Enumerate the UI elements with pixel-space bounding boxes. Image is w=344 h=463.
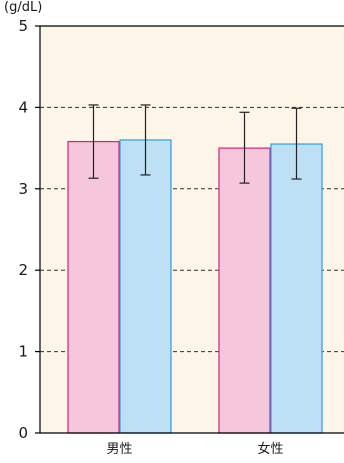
y-tick-label: 3 (18, 180, 28, 198)
bar (119, 139, 172, 434)
bar (270, 143, 323, 434)
y-tick-labels: 0 1 2 3 4 5 (18, 17, 28, 442)
y-tick-label: 0 (18, 424, 28, 442)
axes (35, 25, 344, 434)
y-unit-label: (g/dL) (4, 0, 42, 15)
x-category-label: 女性 (257, 441, 283, 457)
bar (67, 140, 120, 434)
bar (218, 147, 271, 434)
y-tick-label: 4 (18, 98, 28, 116)
error-bars (88, 104, 302, 184)
y-tick-label: 1 (18, 343, 28, 361)
y-tick-label: 2 (18, 261, 28, 279)
x-category-label: 男性 (106, 442, 132, 457)
x-category-labels: 男性 女性 (106, 441, 283, 457)
y-tick-label: 5 (18, 17, 28, 35)
